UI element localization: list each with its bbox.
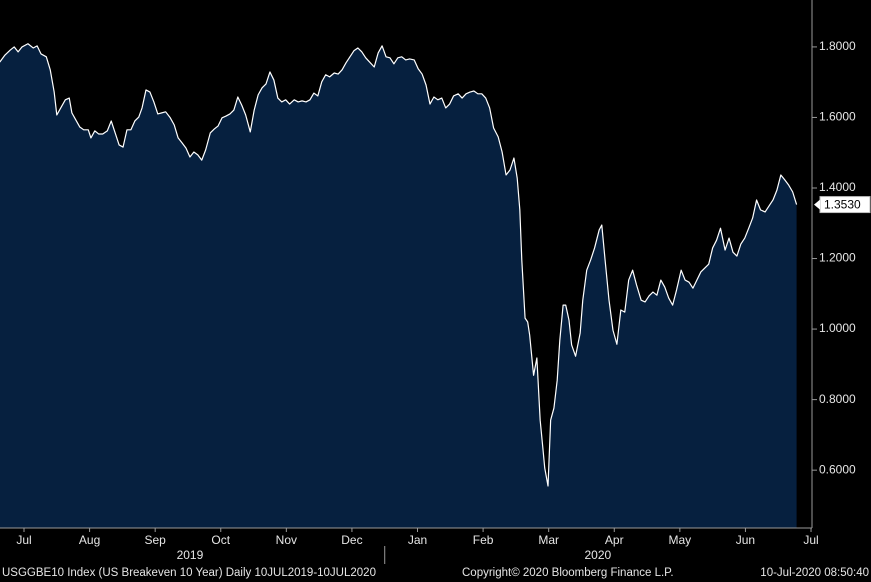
y-tick-label: 1.4000 xyxy=(819,180,856,194)
x-tick-label: Sep xyxy=(144,533,166,547)
x-tick-label: Dec xyxy=(341,533,362,547)
x-tick-label: Apr xyxy=(605,533,624,547)
footer-copyright: Copyright© 2020 Bloomberg Finance L.P. xyxy=(462,567,674,579)
x-tick-label: Nov xyxy=(276,533,297,547)
year-label: 2020 xyxy=(585,548,612,562)
y-tick-label: 1.0000 xyxy=(819,321,856,335)
last-value-label: 1.3530 xyxy=(824,198,861,212)
y-tick-label: 1.8000 xyxy=(819,39,856,53)
y-tick-label: 0.8000 xyxy=(819,392,856,406)
y-tick-label: 1.2000 xyxy=(819,251,856,265)
x-tick-label: Oct xyxy=(211,533,230,547)
last-value-pointer xyxy=(814,199,820,210)
footer-security: USGGBE10 Index (US Breakeven 10 Year) Da… xyxy=(2,567,376,579)
x-tick-label: Jan xyxy=(408,533,427,547)
x-tick-label: May xyxy=(669,533,692,547)
x-tick-label: Mar xyxy=(538,533,559,547)
x-tick-label: Feb xyxy=(473,533,494,547)
x-tick-label: Jul xyxy=(803,533,818,547)
area xyxy=(0,43,797,528)
y-tick-label: 0.6000 xyxy=(819,462,856,476)
x-tick-label: Aug xyxy=(79,533,100,547)
y-tick-label: 1.6000 xyxy=(819,110,856,124)
footer-timestamp: 10-Jul-2020 08:50:40 xyxy=(760,567,869,579)
x-tick-label: Jun xyxy=(736,533,755,547)
year-label: 2019 xyxy=(177,548,204,562)
line xyxy=(0,43,798,487)
x-tick-label: Jul xyxy=(16,533,31,547)
